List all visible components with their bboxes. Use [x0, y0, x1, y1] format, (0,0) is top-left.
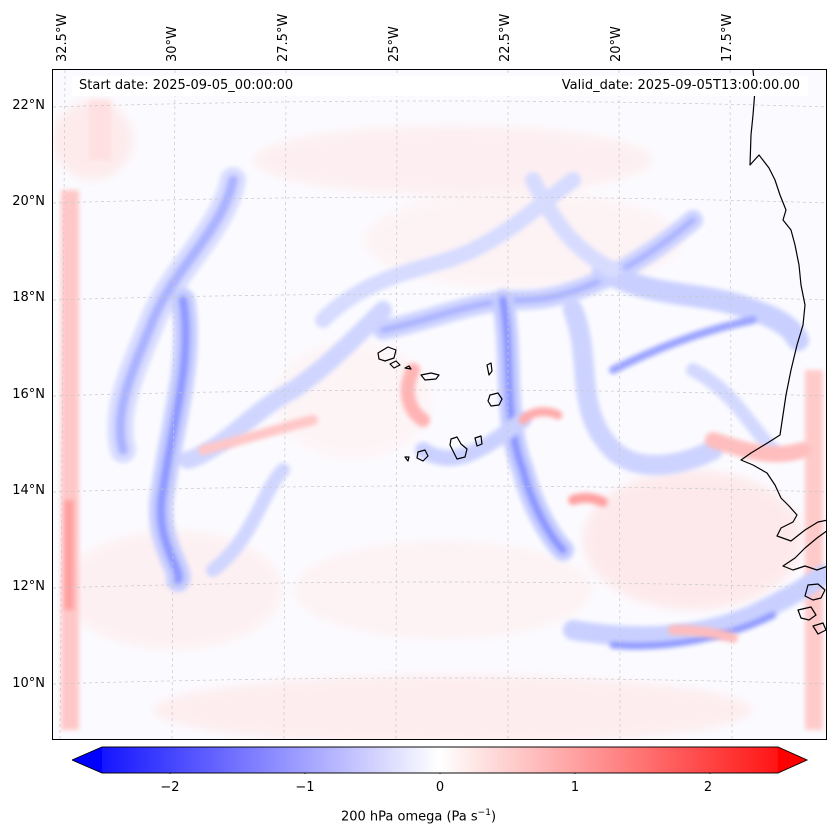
- gridline: [395, 70, 398, 739]
- pos-streak: [198, 415, 318, 455]
- island-sao-vicente: [389, 360, 401, 369]
- island-maio: [474, 435, 483, 447]
- neg-band: [315, 172, 581, 328]
- island-coast: [804, 583, 826, 601]
- island-santo-antao: [377, 346, 397, 362]
- pos-streak: [668, 625, 738, 643]
- lat-label-18n: 18°N: [12, 290, 45, 305]
- pos-patch: [583, 470, 803, 610]
- gridline: [53, 485, 826, 493]
- pos-streak: [568, 492, 608, 507]
- lat-label-22n: 22°N: [12, 98, 45, 113]
- start-date-label: Start date: 2025-09-05_00:00:00: [79, 78, 294, 93]
- gridline: [729, 70, 733, 739]
- colorbar-tick-label: 0: [435, 780, 445, 795]
- colorbar-tick-label: 2: [703, 780, 713, 795]
- neg-band: [563, 300, 723, 475]
- neg-band: [206, 463, 290, 577]
- gridline: [53, 389, 826, 397]
- lat-label-20n: 20°N: [12, 194, 45, 209]
- africa-coastline: [740, 70, 826, 542]
- lon-label-17-5w: 17.5°W: [720, 13, 735, 62]
- gridline: [53, 677, 826, 685]
- island-boa-vista: [487, 392, 503, 407]
- omega-field: [53, 70, 826, 739]
- island-coast: [797, 606, 817, 621]
- colorbar-min-extend: [72, 747, 102, 773]
- gridline: [53, 100, 826, 108]
- colorbar-max-extend: [778, 747, 807, 773]
- island-sal: [486, 362, 493, 376]
- colorbar-tick-label: 1: [570, 780, 580, 795]
- colorbar-tick-label: −2: [160, 780, 180, 795]
- gridline: [53, 293, 826, 301]
- pos-patch: [293, 540, 593, 640]
- island-santa-luzia: [404, 365, 412, 370]
- lon-label-20w: 20°W: [609, 26, 624, 62]
- neg-band: [563, 565, 826, 647]
- pos-streak: [518, 407, 563, 425]
- africa-coastline-south: [782, 530, 826, 571]
- pos-streak: [705, 432, 811, 463]
- pos-strip-right: [805, 370, 823, 730]
- neg-band: [592, 259, 809, 351]
- gridline: [53, 196, 826, 204]
- colorbar-outline: [72, 746, 808, 774]
- island-coast: [812, 622, 826, 635]
- colorbar-title: 200 hPa omega (Pa s−1): [340, 808, 497, 825]
- pos-patch: [253, 125, 653, 195]
- gridline: [59, 70, 66, 739]
- island-brava: [404, 456, 410, 462]
- neg-band: [380, 217, 696, 333]
- neg-band: [115, 175, 238, 455]
- header-band: [72, 76, 808, 96]
- neg-band: [499, 296, 567, 554]
- pos-strip-top-left: [89, 100, 111, 160]
- gridline: [53, 581, 826, 589]
- island-sao-nicolau: [420, 372, 440, 381]
- neg-band: [609, 316, 757, 374]
- lat-label-10n: 10°N: [12, 676, 45, 691]
- neg-band: [415, 412, 531, 466]
- gridline: [283, 70, 287, 739]
- lon-label-30w: 30°W: [165, 26, 180, 62]
- pos-patch: [153, 675, 753, 739]
- lat-label-16n: 16°N: [12, 387, 45, 402]
- pos-strip-left: [61, 190, 79, 730]
- omega-map: [52, 69, 827, 740]
- pos-strip-left-core: [64, 500, 74, 610]
- lon-label-25w: 25°W: [387, 26, 402, 62]
- lon-label-27-5w: 27.5°W: [276, 13, 291, 62]
- pos-streak: [400, 363, 430, 427]
- gridline: [618, 70, 621, 739]
- lat-label-14n: 14°N: [12, 483, 45, 498]
- lon-label-32-5w: 32.5°W: [55, 13, 70, 62]
- island-fogo: [416, 449, 429, 462]
- neg-band: [525, 172, 621, 278]
- neg-band: [156, 295, 191, 585]
- colorbar-body: [72, 746, 808, 774]
- neg-band: [609, 611, 777, 650]
- gridline: [171, 70, 176, 739]
- colorbar: [72, 746, 808, 774]
- lon-label-22-5w: 22.5°W: [498, 13, 513, 62]
- island-santiago: [449, 436, 468, 460]
- lat-label-12n: 12°N: [12, 579, 45, 594]
- valid-date-label: Valid_date: 2025-09-05T13:00:00.00: [561, 78, 800, 93]
- colorbar-tick-label: −1: [295, 780, 315, 795]
